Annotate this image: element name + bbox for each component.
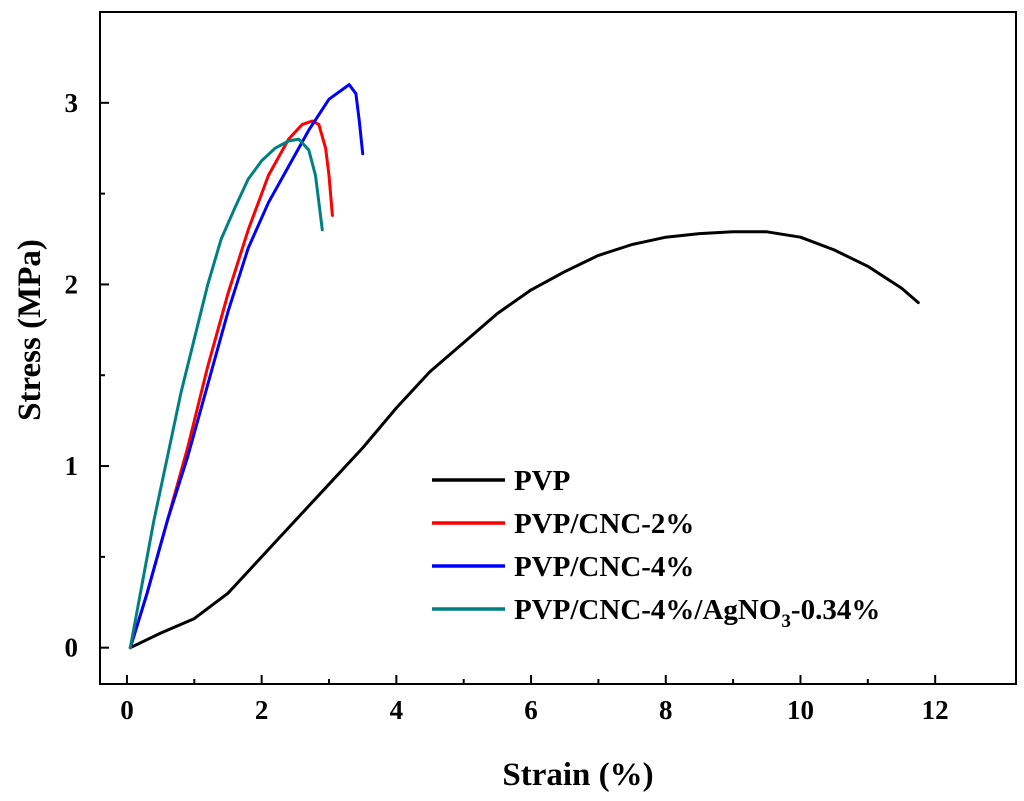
series-line-2 [128,119,334,650]
x-axis-title: Strain (%) [502,757,653,793]
y-tick-label: 0 [65,633,79,663]
legend-item: PVP/CNC-4%/AgNO3-0.34% [432,594,880,632]
legend-label: PVP/CNC-2% [514,508,694,540]
legend-label: PVP [514,465,570,497]
series-line-4 [128,137,324,650]
series-layer [128,83,920,650]
legend-item: PVP [432,465,570,497]
plot-frame [99,11,1017,685]
x-tick-label: 2 [255,695,269,725]
x-tick-label: 10 [787,695,814,725]
x-tick-label: 6 [524,695,538,725]
y-tick-label: 1 [65,451,79,481]
y-tick-label: 3 [65,88,79,118]
series-line-3 [128,83,365,650]
x-tick-label: 0 [120,695,134,725]
legend-item: PVP/CNC-2% [432,508,694,540]
legend: PVP PVP/CNC-2% PVP/CNC-4% PVP/CNC-4%/AgNO3-… [432,465,880,632]
legend-label: PVP/CNC-4%/AgNO3-0.34% [514,594,880,632]
y-axis-title: Stress (MPa) [12,239,48,421]
legend-item: PVP/CNC-4% [432,551,694,583]
x-tick-label: 4 [390,695,404,725]
legend-label: PVP/CNC-4% [514,551,694,583]
y-tick-label: 2 [65,269,79,299]
x-tick-label: 8 [659,695,673,725]
x-tick-label: 12 [922,695,949,725]
series-line-1 [128,230,920,650]
